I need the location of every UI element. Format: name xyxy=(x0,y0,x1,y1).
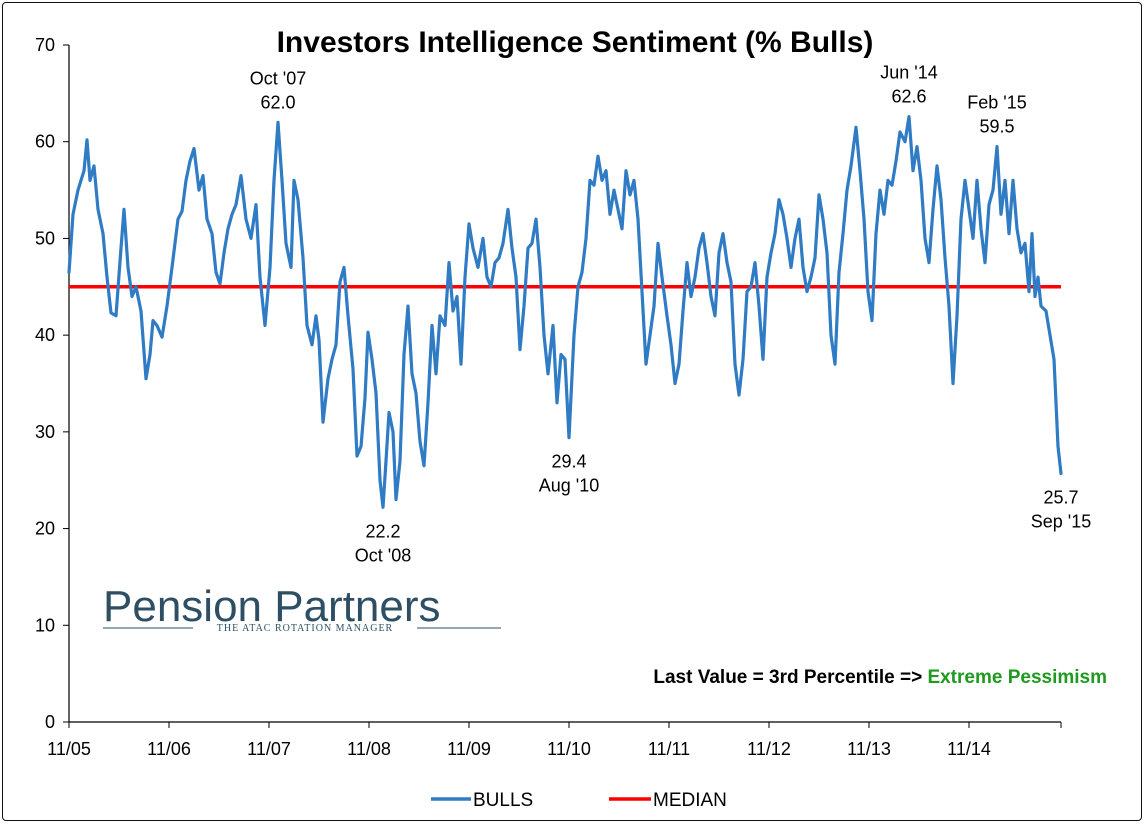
legend-median-label: MEDIAN xyxy=(653,790,727,811)
y-axis-ticks: 0 10 20 30 40 50 60 70 xyxy=(35,35,69,732)
y-tick-label: 50 xyxy=(35,228,55,248)
pension-partners-logo: Pension Partners THE ATAC ROTATION MANAG… xyxy=(103,582,501,634)
bulls-line xyxy=(67,115,1063,509)
annotation-label: 29.4 xyxy=(551,452,586,472)
annotation-label: 25.7 xyxy=(1043,487,1078,507)
x-tick-label: 11/08 xyxy=(347,739,391,759)
legend-bulls-label: BULLS xyxy=(473,790,533,811)
chart-title: Investors Intelligence Sentiment (% Bull… xyxy=(277,26,874,59)
annotation: 25.7 Sep '15 xyxy=(1031,487,1092,531)
annotation: Feb '15 59.5 xyxy=(967,93,1026,137)
annotation-label: Oct '08 xyxy=(355,545,411,565)
x-tick-label: 11/11 xyxy=(648,739,690,759)
y-tick-label: 20 xyxy=(35,519,55,539)
annotation-label: 22.2 xyxy=(365,521,400,541)
annotation: 22.2 Oct '08 xyxy=(355,521,411,565)
x-tick-label: 11/14 xyxy=(947,739,991,759)
y-tick-label: 70 xyxy=(35,35,55,55)
x-tick-label: 11/13 xyxy=(847,739,891,759)
annotation-label: 59.5 xyxy=(979,117,1014,137)
y-tick-label: 0 xyxy=(45,712,55,732)
logo-tagline: THE ATAC ROTATION MANAGER xyxy=(217,623,393,634)
annotation-label: Feb '15 xyxy=(967,93,1026,113)
legend: BULLS MEDIAN xyxy=(431,790,727,811)
note-prefix: Last Value = 3rd Percentile => xyxy=(653,667,927,688)
note-emphasis: Extreme Pessimism xyxy=(927,667,1107,688)
x-tick-label: 11/10 xyxy=(547,739,591,759)
x-tick-label: 11/07 xyxy=(247,739,291,759)
annotation-label: Jun '14 xyxy=(880,63,937,83)
x-axis-ticks: 11/05 11/06 11/07 11/08 11/09 11/10 11/11 11/12… xyxy=(47,722,1062,759)
y-tick-label: 40 xyxy=(35,325,55,345)
x-tick-label: 11/09 xyxy=(447,739,491,759)
logo-wordmark: Pension Partners xyxy=(103,582,441,631)
x-tick-label: 11/05 xyxy=(47,739,91,759)
y-tick-label: 30 xyxy=(35,422,55,442)
sentiment-chart: Investors Intelligence Sentiment (% Bull… xyxy=(35,26,1107,811)
y-tick-label: 10 xyxy=(35,615,55,635)
x-tick-label: 11/06 xyxy=(147,739,191,759)
annotation: Jun '14 62.6 xyxy=(880,63,937,107)
annotation-label: Sep '15 xyxy=(1031,511,1092,531)
x-tick-label: 11/12 xyxy=(747,739,791,759)
annotation-label: 62.0 xyxy=(260,92,295,112)
percentile-note: Last Value = 3rd Percentile => Extreme P… xyxy=(653,667,1107,688)
y-tick-label: 60 xyxy=(35,132,55,152)
axes xyxy=(68,45,1061,723)
annotation-label: Aug '10 xyxy=(539,476,600,496)
annotation: Oct '07 62.0 xyxy=(250,68,306,112)
annotation-label: Oct '07 xyxy=(250,68,306,88)
annotation-label: 62.6 xyxy=(891,87,926,107)
peak-trough-annotations: Oct '07 62.0 22.2 Oct '08 29.4 Aug '10 Jun '14… xyxy=(250,63,1091,566)
annotation: 29.4 Aug '10 xyxy=(539,452,600,496)
